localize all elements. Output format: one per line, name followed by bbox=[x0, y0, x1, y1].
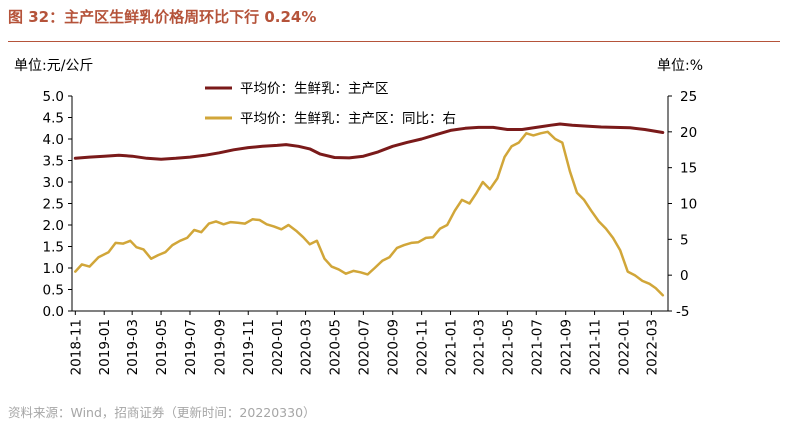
legend-label-price: 平均价：生鲜乳：主产区 bbox=[240, 81, 389, 97]
axes: 0.0 0.5 1.0 1.5 2.0 2.5 3.0 3.5 4.0 4.5 5.0 -5 0 5 10 1… bbox=[43, 89, 698, 375]
x-tick-label: 2021-05 bbox=[500, 319, 516, 375]
left-tick-label: 0.5 bbox=[43, 283, 64, 299]
x-tick-label: 2020-05 bbox=[327, 319, 343, 375]
x-tick-label: 2021-01 bbox=[444, 319, 460, 375]
right-tick-label: 0 bbox=[680, 268, 689, 284]
x-tick-label: 2019-07 bbox=[183, 319, 199, 375]
x-tick-label: 2019-05 bbox=[154, 319, 170, 375]
left-tick-label: 0.0 bbox=[43, 304, 64, 320]
left-tick-label: 1.0 bbox=[43, 261, 64, 277]
x-tick-label: 2020-07 bbox=[356, 319, 372, 375]
left-tick-label: 5.0 bbox=[43, 89, 64, 105]
left-tick-label: 4.5 bbox=[43, 111, 64, 127]
x-tick-label: 2020-11 bbox=[415, 319, 431, 375]
legend: 平均价：生鲜乳：主产区 平均价：生鲜乳：主产区：同比：右 bbox=[205, 81, 456, 127]
line-chart: 单位:元/公斤 单位:% 平均价：生鲜乳：主产区 平均价：生鲜乳：主产区：同比：… bbox=[14, 58, 703, 375]
source-note: 资料来源：Wind，招商证券（更新时间：20220330） bbox=[8, 405, 316, 420]
x-tick-label: 2020-01 bbox=[270, 319, 286, 375]
left-tick-label: 2.5 bbox=[43, 197, 64, 213]
right-tick-label: 25 bbox=[680, 89, 697, 105]
x-tick-label: 2021-11 bbox=[588, 319, 604, 375]
x-tick-label: 2019-01 bbox=[97, 319, 113, 375]
left-tick-label: 3.0 bbox=[43, 175, 64, 191]
right-axis-unit-label: 单位:% bbox=[657, 58, 703, 74]
left-tick-label: 1.5 bbox=[43, 240, 64, 256]
x-tick-label: 2020-09 bbox=[386, 319, 402, 375]
right-tick-label: 5 bbox=[680, 232, 689, 248]
x-tick-label: 2022-01 bbox=[616, 319, 632, 375]
series-lines bbox=[73, 122, 665, 297]
x-tick-label: 2018-11 bbox=[68, 319, 84, 375]
figure-title: 图 32：主产区生鲜乳价格周环比下行 0.24% bbox=[8, 8, 317, 26]
left-tick-label: 2.0 bbox=[43, 218, 64, 234]
right-tick-label: 10 bbox=[680, 197, 697, 213]
x-tick-label: 2020-03 bbox=[299, 319, 315, 375]
x-tick-label: 2021-03 bbox=[471, 319, 487, 375]
x-tick-label: 2021-09 bbox=[559, 319, 575, 375]
left-tick-label: 3.5 bbox=[43, 154, 64, 170]
x-tick-label: 2022-03 bbox=[644, 319, 660, 375]
series-line-price bbox=[73, 122, 665, 161]
x-tick-label: 2019-09 bbox=[212, 319, 228, 375]
title-divider bbox=[8, 41, 780, 42]
right-tick-label: -5 bbox=[676, 304, 689, 320]
left-tick-label: 4.0 bbox=[43, 132, 64, 148]
left-axis-unit-label: 单位:元/公斤 bbox=[14, 58, 93, 74]
right-tick-label: 20 bbox=[680, 125, 697, 141]
x-tick-label: 2019-03 bbox=[125, 319, 141, 375]
legend-label-yoy: 平均价：生鲜乳：主产区：同比：右 bbox=[240, 111, 456, 127]
x-tick-label: 2019-11 bbox=[241, 319, 257, 375]
right-tick-label: 15 bbox=[680, 161, 697, 177]
x-tick-label: 2021-07 bbox=[529, 319, 545, 375]
series-line-yoy bbox=[74, 130, 665, 297]
